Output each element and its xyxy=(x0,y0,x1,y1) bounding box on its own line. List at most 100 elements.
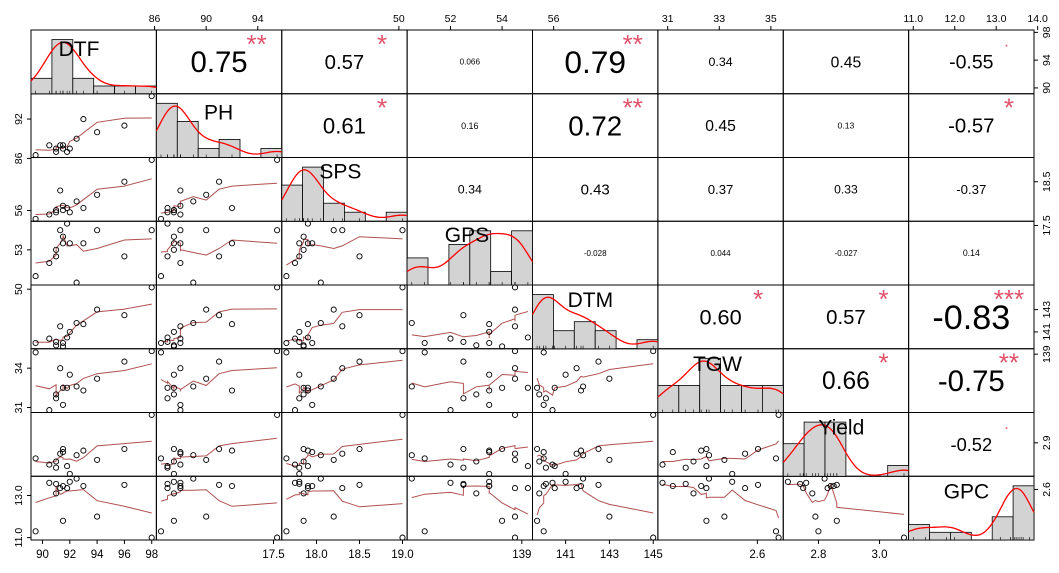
scatter-point xyxy=(573,450,580,457)
scatter-point xyxy=(300,458,307,465)
scatter-point xyxy=(296,253,303,260)
scatter-point xyxy=(190,452,197,459)
density-curve xyxy=(155,105,282,155)
correlation-value: 0.43 xyxy=(581,182,610,199)
scatter-point xyxy=(296,478,303,485)
scatter-point xyxy=(121,178,128,185)
scatter-point xyxy=(534,445,541,453)
scatter-point xyxy=(177,407,184,414)
scatter-point xyxy=(170,445,177,453)
axis-tick-label: 94 xyxy=(252,13,264,25)
smooth-line xyxy=(536,440,654,466)
scatter-point xyxy=(705,475,713,482)
histogram-bar xyxy=(824,421,847,477)
histogram-bar xyxy=(929,531,951,541)
scatter-point xyxy=(650,534,657,541)
scatter-point xyxy=(177,339,184,347)
scatter-point xyxy=(59,384,67,391)
histogram-bar xyxy=(51,39,74,95)
scatter-point xyxy=(80,116,87,123)
scatter-point xyxy=(203,191,210,198)
scatter-point xyxy=(148,93,155,100)
scatter-point xyxy=(682,480,689,487)
significance-stars: * xyxy=(1004,93,1014,123)
scatter-point xyxy=(228,447,236,454)
scatter-point xyxy=(283,339,290,347)
scatter-point xyxy=(304,220,311,227)
scatter-point xyxy=(73,135,80,142)
scatter-point xyxy=(577,482,585,490)
axis-tick-label: 54 xyxy=(496,13,508,25)
variable-label: DTM xyxy=(568,289,614,312)
scatter-point xyxy=(283,273,290,280)
scatter-point xyxy=(703,445,710,453)
scatter-point xyxy=(164,253,171,260)
scatter-point xyxy=(606,513,613,520)
scatter-point xyxy=(754,445,762,453)
scatter-point xyxy=(721,513,728,520)
axis-tick-label: 56 xyxy=(13,204,25,216)
axis-tick-label: 145 xyxy=(644,549,663,561)
scatter-point xyxy=(682,464,689,471)
scatter-point xyxy=(46,479,53,486)
scatter-point xyxy=(291,335,299,342)
scatter-point xyxy=(486,482,493,490)
scatter-point xyxy=(177,323,184,330)
density-curve xyxy=(782,424,909,476)
histogram-bar xyxy=(532,294,554,350)
scatter-point xyxy=(64,220,71,227)
smooth-line xyxy=(662,440,779,462)
scatter-point xyxy=(473,342,480,349)
correlation-value: 0.34 xyxy=(709,55,733,69)
scatter-point xyxy=(317,279,324,286)
scatter-point xyxy=(460,358,467,365)
smooth-line xyxy=(35,486,152,514)
scatter-point xyxy=(339,323,346,330)
histogram-bar xyxy=(678,384,701,413)
scatter-point xyxy=(148,534,155,541)
scatter-point xyxy=(283,349,290,356)
scatter-point xyxy=(274,156,281,163)
scatter-point xyxy=(577,447,585,454)
correlation-value: 0.33 xyxy=(834,183,858,197)
scatter-point xyxy=(46,142,53,149)
scatter-point xyxy=(690,490,697,497)
scatter-point xyxy=(460,445,467,453)
scatter-point xyxy=(742,485,749,492)
smooth-line xyxy=(160,239,278,256)
scatter-point xyxy=(80,482,87,490)
scatter-point xyxy=(274,534,281,541)
axis-tick-label: 90 xyxy=(200,13,212,25)
smooth-line xyxy=(411,370,528,395)
scatter-point xyxy=(73,452,80,459)
scatter-point xyxy=(690,458,697,465)
scatter-point xyxy=(177,482,184,490)
axis-tick-label: 35 xyxy=(765,13,777,25)
scatter-point xyxy=(573,365,580,372)
scatter-point xyxy=(170,207,177,214)
scatter-point xyxy=(177,450,184,457)
scatter-point xyxy=(66,371,73,378)
scatter-point xyxy=(304,463,311,470)
significance-stars: ** xyxy=(247,29,267,59)
scatter-point xyxy=(772,528,780,535)
scatter-point xyxy=(59,142,67,149)
scatter-point xyxy=(164,480,171,487)
scatter-point xyxy=(399,411,406,418)
scatter-point xyxy=(339,227,346,234)
scatter-point xyxy=(80,447,87,454)
smooth-line xyxy=(35,117,152,151)
panel-tgw-ph xyxy=(155,348,283,413)
scatter-point xyxy=(66,478,73,485)
density-curve xyxy=(30,41,157,89)
scatter-point xyxy=(473,458,480,465)
scatter-point xyxy=(356,358,363,365)
scatter-point xyxy=(800,485,807,492)
scatter-point xyxy=(177,335,184,342)
scatter-point xyxy=(486,478,493,485)
scatter-point xyxy=(300,246,307,253)
scatter-point xyxy=(57,187,64,194)
density-curve xyxy=(406,232,534,272)
scatter-point xyxy=(542,395,549,402)
panel-yield-tgw xyxy=(657,412,784,477)
